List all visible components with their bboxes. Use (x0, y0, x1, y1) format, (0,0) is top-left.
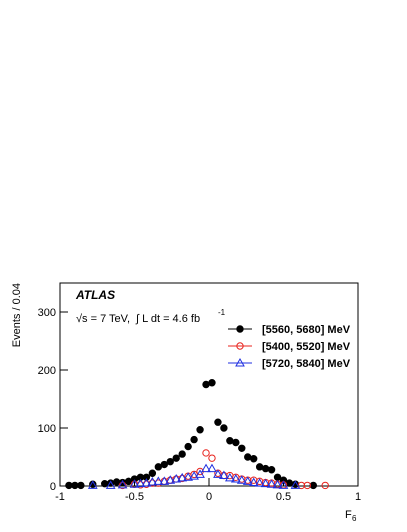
data-point (255, 463, 264, 471)
data-point (285, 479, 294, 487)
data-point (250, 455, 258, 463)
legend-marker (236, 325, 244, 333)
x-axis-label: F (345, 509, 352, 521)
data-point (236, 475, 247, 484)
y-tick-label: 100 (38, 423, 56, 435)
data-point (254, 478, 265, 487)
lumi-label: ∫ L dt = 4.6 fb (135, 313, 200, 325)
data-point (278, 480, 289, 489)
data-point (142, 473, 151, 481)
data-point (207, 463, 217, 473)
legend-label: [5400, 5520] MeV (262, 341, 351, 353)
data-point (244, 453, 252, 461)
data-point (183, 472, 194, 481)
data-point (242, 476, 253, 485)
data-point (124, 477, 133, 486)
data-point (105, 480, 116, 489)
data-point (118, 481, 127, 490)
data-point (208, 454, 216, 462)
data-point (71, 481, 79, 490)
x-tick-label: 1 (355, 491, 361, 503)
data-point (117, 479, 128, 489)
x-tick-label: -1 (55, 491, 65, 503)
data-point (189, 471, 199, 480)
data-point (165, 475, 176, 484)
data-point (195, 469, 205, 478)
data-point (154, 463, 163, 471)
data-point (153, 476, 164, 485)
data-point (141, 478, 152, 487)
data-point (65, 481, 73, 490)
data-point (171, 474, 182, 483)
y-tick-label: 200 (38, 365, 56, 377)
y-tick-label: 0 (50, 481, 56, 493)
data-point (101, 479, 109, 488)
data-point (190, 435, 198, 444)
data-point (230, 474, 241, 483)
data-point (214, 418, 222, 426)
data-point (272, 479, 283, 489)
data-point (290, 480, 301, 489)
data-point (166, 457, 174, 466)
experiment-label: ATLAS (75, 288, 115, 302)
data-point (196, 426, 204, 434)
data-point (208, 379, 216, 387)
data-point (147, 476, 158, 486)
data-point (184, 442, 192, 451)
data-point (178, 450, 186, 458)
data-point (303, 481, 312, 490)
data-point (202, 380, 210, 389)
data-point (159, 476, 170, 485)
data-point (224, 472, 235, 482)
data-point (232, 438, 240, 447)
data-point (267, 466, 276, 474)
data-point (87, 480, 98, 489)
data-point (309, 481, 317, 490)
data-point (77, 481, 85, 490)
legend-marker (236, 342, 244, 350)
legend-label: [5720, 5840] MeV (262, 358, 351, 370)
data-point (112, 478, 121, 486)
energy-label: √s = 7 TeV, (76, 313, 130, 325)
y-tick-label: 300 (38, 307, 56, 319)
data-point (202, 449, 210, 457)
data-point (226, 437, 234, 445)
data-point (261, 464, 270, 473)
lumi-exponent: -1 (218, 308, 226, 317)
data-point (238, 444, 246, 452)
data-point (248, 477, 259, 487)
data-point (177, 472, 188, 482)
data-point (135, 478, 146, 488)
legend-marker (235, 357, 245, 367)
data-point (172, 454, 180, 462)
data-point (266, 479, 277, 488)
legend-label: [5560, 5680] MeV (262, 324, 351, 336)
data-point (213, 469, 223, 478)
data-point (220, 424, 228, 432)
data-point (260, 478, 271, 488)
x-tick-label: -0.5 (125, 491, 144, 503)
data-point (129, 479, 140, 488)
x-axis-subscript: 6 (352, 514, 357, 523)
data-point (321, 481, 329, 490)
x-tick-label: 0 (206, 491, 212, 503)
data-point (148, 469, 157, 477)
data-point (273, 473, 282, 481)
y-axis-label: Events / 0.04 (11, 283, 23, 347)
x-tick-label: 0.5 (276, 491, 291, 503)
data-point (201, 463, 211, 473)
data-point (219, 470, 229, 480)
data-point (160, 460, 169, 469)
